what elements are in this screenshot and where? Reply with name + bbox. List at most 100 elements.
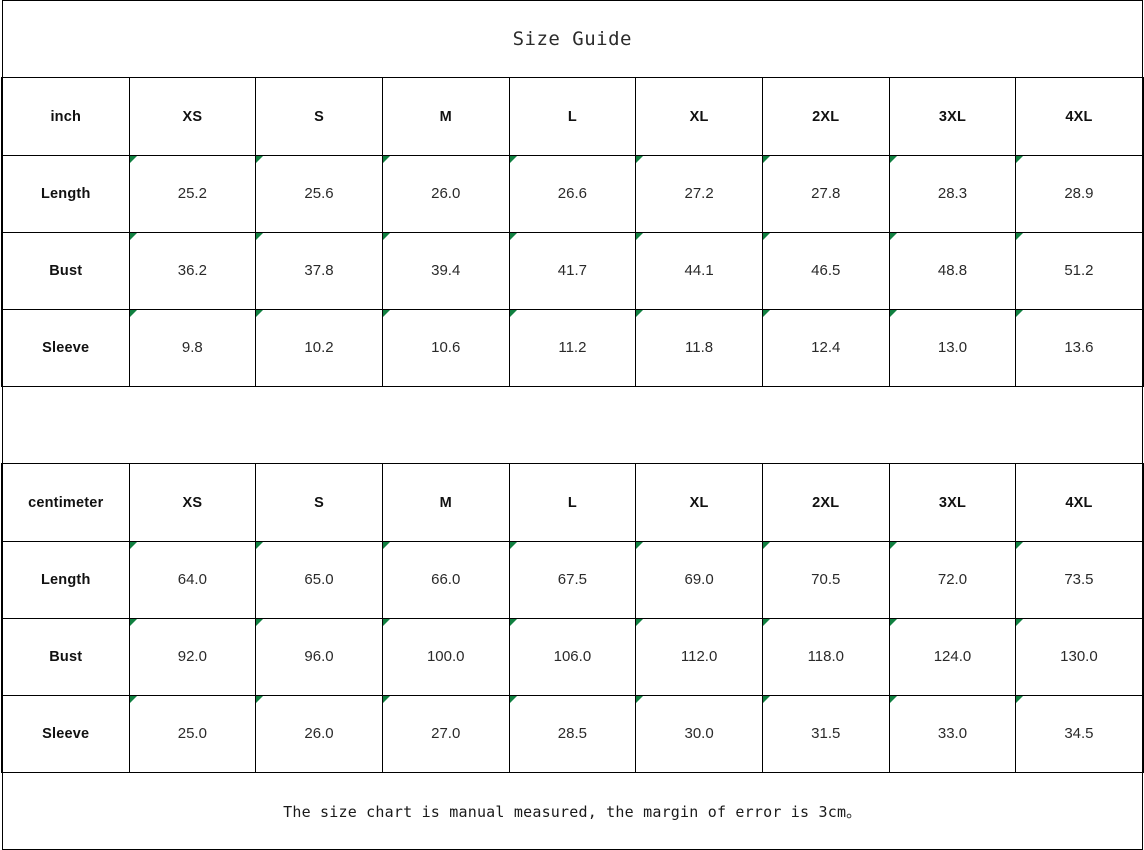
cell-cm-sleeve-4xl: 34.5 <box>1015 695 1144 773</box>
cell-value: 13.6 <box>1064 339 1094 356</box>
cell-value: 10.2 <box>304 339 334 356</box>
cell-cm-length-4xl: 73.5 <box>1015 541 1144 619</box>
centimeter-header-row: centimeter XS S M L XL 2XL 3XL 4XL <box>1 463 1144 542</box>
unit-label-inch-cell: inch <box>1 77 130 156</box>
cell-inch-length-l: 26.6 <box>508 155 637 233</box>
cell-value: 30.0 <box>684 725 714 742</box>
number-stored-as-text-marker-icon <box>889 542 897 549</box>
number-stored-as-text-marker-icon <box>382 310 390 317</box>
number-stored-as-text-marker-icon <box>1016 619 1024 626</box>
unit-label-centimeter: centimeter <box>28 494 104 511</box>
number-stored-as-text-marker-icon <box>382 233 390 240</box>
number-stored-as-text-marker-icon <box>762 696 770 703</box>
col-header-label: 2XL <box>812 494 840 511</box>
cell-inch-sleeve-xl: 11.8 <box>635 309 763 387</box>
cell-value: 66.0 <box>431 571 461 588</box>
cell-cm-sleeve-xs: 25.0 <box>128 695 257 773</box>
cell-value: 34.5 <box>1064 725 1094 742</box>
cell-cm-sleeve-s: 26.0 <box>255 695 383 773</box>
cell-cm-bust-2xl: 118.0 <box>761 618 890 696</box>
number-stored-as-text-marker-icon <box>636 696 644 703</box>
cell-cm-length-2xl: 70.5 <box>761 541 890 619</box>
number-stored-as-text-marker-icon <box>129 542 137 549</box>
table-row: Bust 36.2 37.8 39.4 41.7 44.1 46.5 48.8 … <box>1 232 1144 310</box>
cell-cm-bust-3xl: 124.0 <box>888 618 1017 696</box>
col-header-inch-s: S <box>255 77 383 156</box>
row-label-cm-length: Length <box>1 541 130 619</box>
cell-inch-sleeve-m: 10.6 <box>381 309 510 387</box>
title-row: Size Guide <box>1 0 1144 78</box>
col-header-label: 4XL <box>1065 494 1093 511</box>
page-title: Size Guide <box>512 28 632 50</box>
cell-value: 36.2 <box>177 262 207 279</box>
number-stored-as-text-marker-icon <box>1016 310 1024 317</box>
cell-inch-length-xs: 25.2 <box>128 155 257 233</box>
number-stored-as-text-marker-icon <box>1016 156 1024 163</box>
col-header-label: XS <box>182 108 203 125</box>
col-header-inch-3xl: 3XL <box>888 77 1017 156</box>
row-label-cm-sleeve: Sleeve <box>1 695 130 773</box>
table-row: Sleeve 25.0 26.0 27.0 28.5 30.0 31.5 33.… <box>1 695 1144 773</box>
cell-value: 27.2 <box>684 185 714 202</box>
number-stored-as-text-marker-icon <box>762 156 770 163</box>
table-row: Bust 92.0 96.0 100.0 106.0 112.0 118.0 1… <box>1 618 1144 696</box>
footer-note: The size chart is manual measured, the m… <box>283 802 862 821</box>
cell-value: 51.2 <box>1064 262 1094 279</box>
row-label: Bust <box>49 649 83 665</box>
col-header-label: XL <box>689 108 709 125</box>
number-stored-as-text-marker-icon <box>636 233 644 240</box>
number-stored-as-text-marker-icon <box>889 619 897 626</box>
cell-value: 112.0 <box>680 648 718 665</box>
cell-cm-bust-xl: 112.0 <box>635 618 763 696</box>
row-label: Bust <box>49 263 83 279</box>
number-stored-as-text-marker-icon <box>1016 542 1024 549</box>
cell-cm-sleeve-2xl: 31.5 <box>761 695 890 773</box>
cell-cm-length-s: 65.0 <box>255 541 383 619</box>
cell-value: 44.1 <box>684 262 714 279</box>
number-stored-as-text-marker-icon <box>256 156 264 163</box>
cell-value: 65.0 <box>304 571 334 588</box>
cell-inch-length-3xl: 28.3 <box>888 155 1017 233</box>
number-stored-as-text-marker-icon <box>762 233 770 240</box>
col-header-label: S <box>314 108 324 125</box>
cell-cm-sleeve-m: 27.0 <box>381 695 510 773</box>
spacer-row <box>1 386 1144 464</box>
cell-value: 100.0 <box>426 648 465 665</box>
number-stored-as-text-marker-icon <box>129 310 137 317</box>
number-stored-as-text-marker-icon <box>382 156 390 163</box>
number-stored-as-text-marker-icon <box>256 619 264 626</box>
cell-value: 130.0 <box>1060 648 1098 665</box>
cell-inch-bust-m: 39.4 <box>381 232 510 310</box>
cell-cm-length-l: 67.5 <box>508 541 637 619</box>
cell-cm-bust-4xl: 130.0 <box>1015 618 1144 696</box>
col-header-label: M <box>439 108 452 125</box>
cell-inch-length-4xl: 28.9 <box>1015 155 1144 233</box>
col-header-label: XS <box>182 494 203 511</box>
number-stored-as-text-marker-icon <box>636 310 644 317</box>
cell-value: 26.6 <box>557 185 587 202</box>
cell-value: 13.0 <box>937 339 968 356</box>
col-header-label: XL <box>689 494 709 511</box>
number-stored-as-text-marker-icon <box>509 156 517 163</box>
cell-value: 96.0 <box>304 648 334 665</box>
number-stored-as-text-marker-icon <box>129 233 137 240</box>
row-label-inch-sleeve: Sleeve <box>1 309 130 387</box>
table-row: Length 25.2 25.6 26.0 26.6 27.2 27.8 28.… <box>1 155 1144 233</box>
cell-inch-length-xl: 27.2 <box>635 155 763 233</box>
cell-value: 69.0 <box>684 571 714 588</box>
cell-value: 28.3 <box>937 185 968 202</box>
number-stored-as-text-marker-icon <box>129 619 137 626</box>
cell-inch-bust-l: 41.7 <box>508 232 637 310</box>
cell-cm-length-xl: 69.0 <box>635 541 763 619</box>
number-stored-as-text-marker-icon <box>1016 233 1024 240</box>
cell-value: 67.5 <box>557 571 587 588</box>
col-header-cm-m: M <box>381 463 510 542</box>
number-stored-as-text-marker-icon <box>256 310 264 317</box>
col-header-inch-l: L <box>508 77 637 156</box>
number-stored-as-text-marker-icon <box>1016 696 1024 703</box>
number-stored-as-text-marker-icon <box>509 310 517 317</box>
cell-cm-bust-m: 100.0 <box>381 618 510 696</box>
cell-value: 70.5 <box>811 571 841 588</box>
cell-value: 9.8 <box>181 339 203 356</box>
